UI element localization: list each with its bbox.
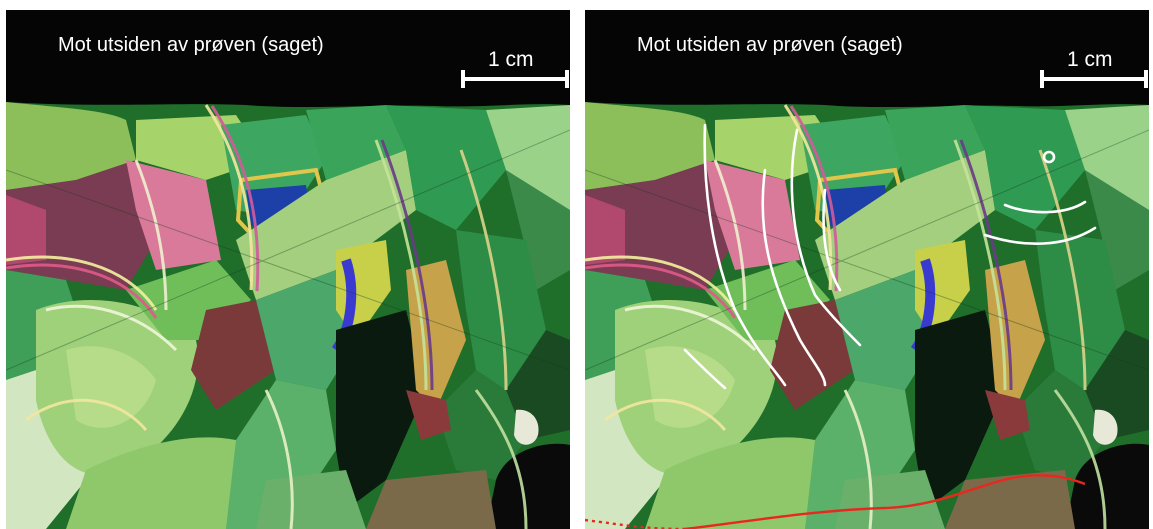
micrograph-image-annotated [585, 10, 1149, 529]
annotation-lines [683, 123, 1097, 390]
micrograph-panel-left: Mot utsiden av prøven (saget) 1 cm [6, 10, 570, 529]
scale-bar-label: 1 cm [1067, 48, 1113, 71]
scale-bar [461, 70, 569, 88]
boundary-line [585, 474, 1086, 529]
scale-bar [1040, 70, 1148, 88]
micrograph-panel-right: Mot utsiden av prøven (saget) 1 cm [585, 10, 1149, 529]
panel-caption: Mot utsiden av prøven (saget) [58, 34, 324, 56]
scale-bar-label: 1 cm [488, 48, 534, 71]
panel-caption: Mot utsiden av prøven (saget) [637, 34, 903, 56]
